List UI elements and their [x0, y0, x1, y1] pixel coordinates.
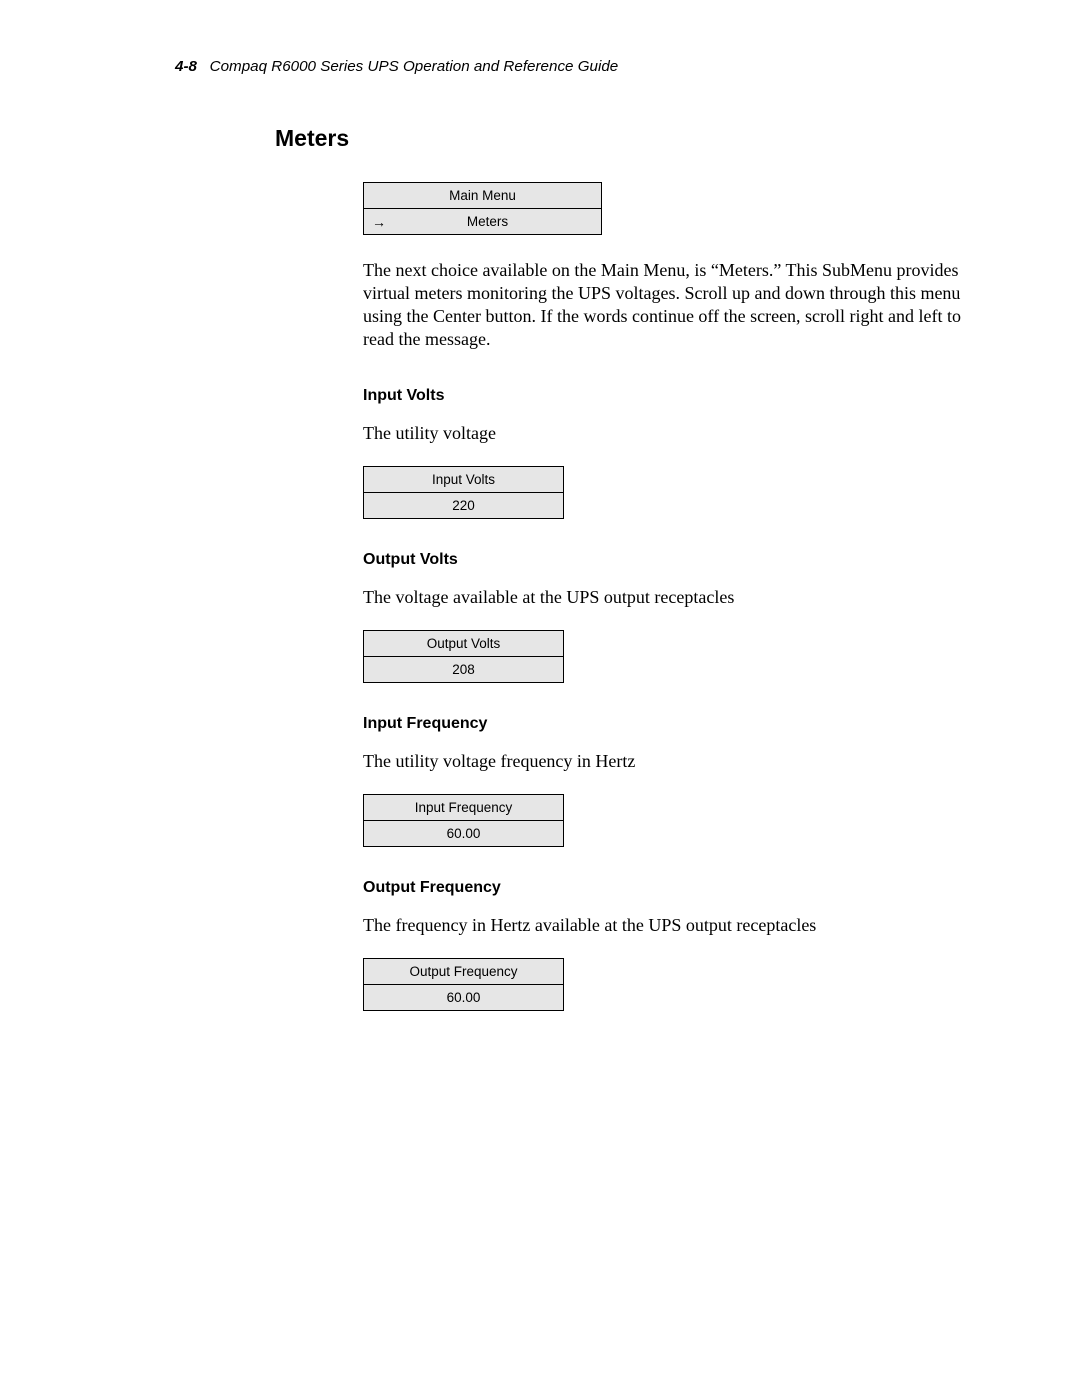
section-input-volts: Input Volts The utility voltage Input Vo…	[363, 387, 983, 519]
section-title: Meters	[275, 125, 990, 152]
main-menu-table: Main Menu → Meters	[363, 182, 602, 235]
output-volts-meter: Output Volts 208	[363, 630, 564, 683]
section-output-volts: Output Volts The voltage available at th…	[363, 551, 983, 683]
section-input-frequency: Input Frequency The utility voltage freq…	[363, 715, 983, 847]
page-header: 4-8 Compaq R6000 Series UPS Operation an…	[175, 58, 990, 75]
output-volts-description: The voltage available at the UPS output …	[363, 587, 983, 608]
input-frequency-meter-label: Input Frequency	[364, 795, 564, 821]
input-volts-heading: Input Volts	[363, 387, 983, 405]
output-frequency-heading: Output Frequency	[363, 879, 983, 897]
output-volts-meter-label: Output Volts	[364, 631, 564, 657]
section-output-frequency: Output Frequency The frequency in Hertz …	[363, 879, 983, 1011]
main-menu-bottom: Meters	[403, 209, 602, 235]
output-frequency-description: The frequency in Hertz available at the …	[363, 915, 983, 936]
intro-paragraph: The next choice available on the Main Me…	[363, 259, 983, 351]
input-volts-description: The utility voltage	[363, 423, 983, 444]
input-frequency-meter-value: 60.00	[364, 821, 564, 847]
input-volts-meter: Input Volts 220	[363, 466, 564, 519]
content-column: Main Menu → Meters The next choice avail…	[363, 182, 983, 1011]
output-frequency-meter: Output Frequency 60.00	[363, 958, 564, 1011]
input-frequency-description: The utility voltage frequency in Hertz	[363, 751, 983, 772]
input-frequency-meter: Input Frequency 60.00	[363, 794, 564, 847]
output-frequency-meter-label: Output Frequency	[364, 959, 564, 985]
page-number: 4-8	[175, 58, 197, 75]
output-volts-heading: Output Volts	[363, 551, 983, 569]
input-frequency-heading: Input Frequency	[363, 715, 983, 733]
arrow-icon: →	[364, 209, 404, 235]
output-frequency-meter-value: 60.00	[364, 985, 564, 1011]
main-menu-top: Main Menu	[364, 183, 602, 209]
page-header-title: Compaq R6000 Series UPS Operation and Re…	[210, 58, 619, 75]
input-volts-meter-label: Input Volts	[364, 467, 564, 493]
input-volts-meter-value: 220	[364, 493, 564, 519]
page: 4-8 Compaq R6000 Series UPS Operation an…	[0, 0, 1080, 1243]
output-volts-meter-value: 208	[364, 657, 564, 683]
